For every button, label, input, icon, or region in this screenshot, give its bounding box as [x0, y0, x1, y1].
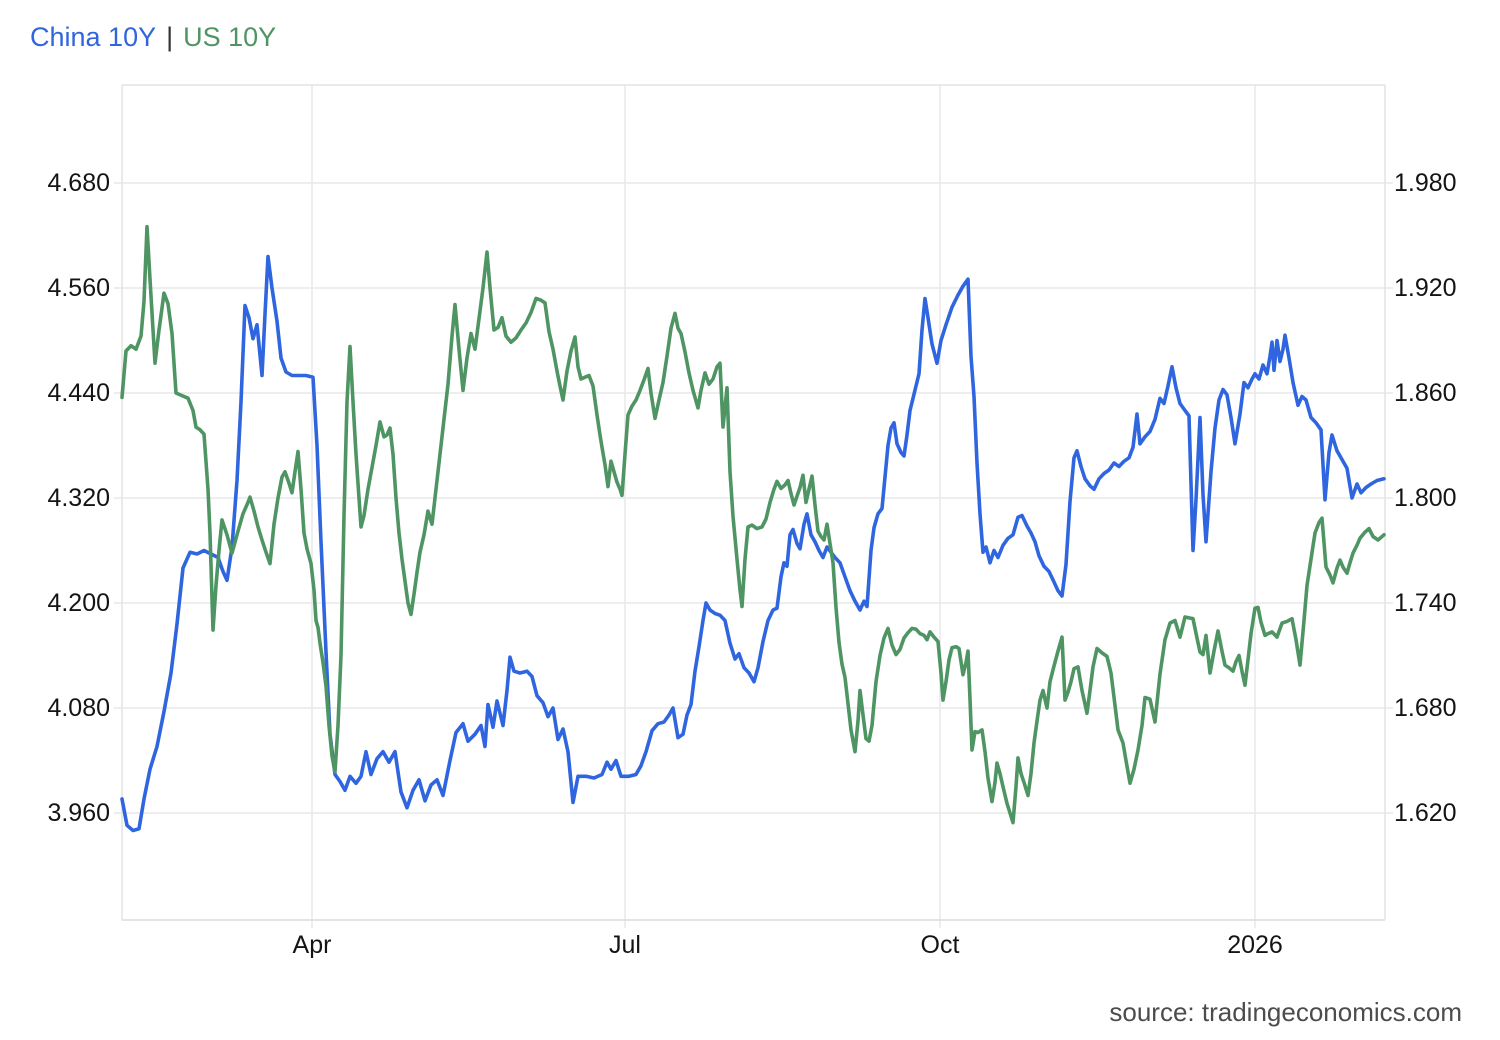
x-axis-tick-label: Oct — [920, 931, 960, 959]
right-axis-tick-label: 1.800 — [1394, 484, 1457, 512]
left-axis-tick-label: 4.320 — [47, 484, 110, 512]
right-axis-tick-label: 1.920 — [1394, 274, 1457, 302]
right-axis-tick-label: 1.620 — [1394, 799, 1457, 827]
right-axis-tick-label: 1.980 — [1394, 169, 1457, 197]
legend-item-china-10y[interactable]: China 10Y — [30, 22, 157, 52]
left-axis-tick-label: 4.080 — [47, 694, 110, 722]
left-axis-tick-label: 4.200 — [47, 589, 110, 617]
x-axis-tick-label: Apr — [292, 931, 332, 959]
left-axis-tick-label: 3.960 — [47, 799, 110, 827]
left-axis-tick-label: 4.680 — [47, 169, 110, 197]
right-axis-tick-label: 1.680 — [1394, 694, 1457, 722]
x-axis-tick-label: Jul — [609, 931, 641, 959]
legend-item-us-10y[interactable]: US 10Y — [183, 22, 277, 52]
source-credit: source: tradingeconomics.com — [1109, 997, 1462, 1027]
x-axis-tick-label: 2026 — [1227, 931, 1283, 959]
left-axis-tick-label: 4.440 — [47, 379, 110, 407]
chart-legend: China 10Y | US 10Y — [30, 22, 276, 53]
right-axis-tick-label: 1.740 — [1394, 589, 1457, 617]
right-axis-tick-label: 1.860 — [1394, 379, 1457, 407]
legend-separator: | — [166, 22, 174, 52]
left-axis-tick-label: 4.560 — [47, 274, 110, 302]
